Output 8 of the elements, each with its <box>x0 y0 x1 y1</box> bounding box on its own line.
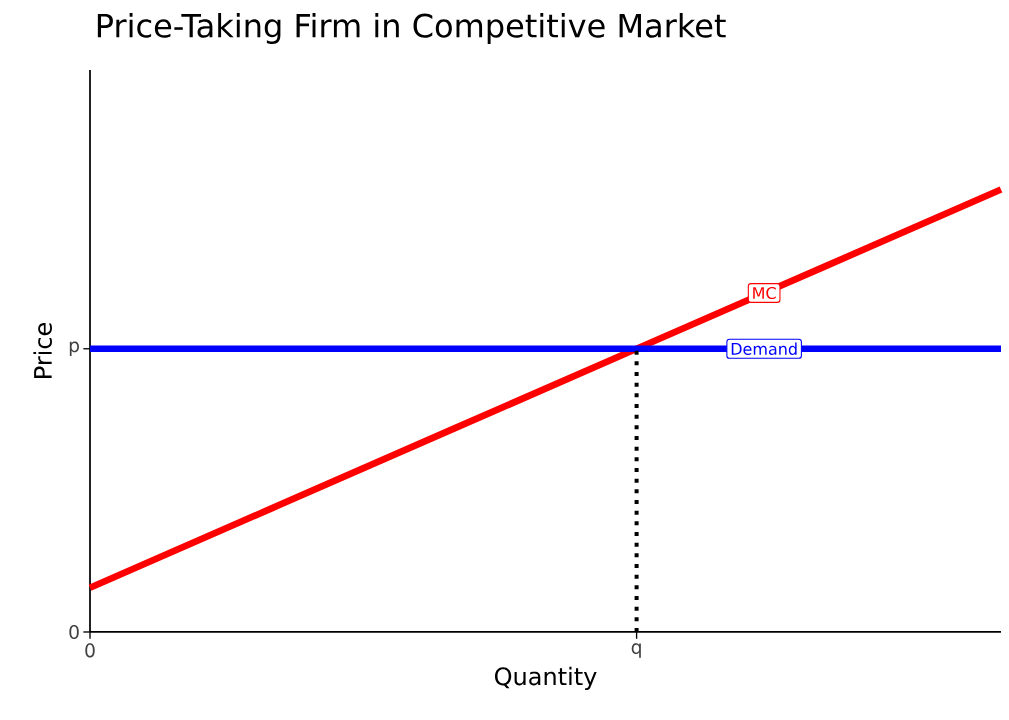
chart-title: Price-Taking Firm in Competitive Market <box>97 12 726 44</box>
annotation: p <box>69 341 79 356</box>
x-axis-title: Quantity <box>494 666 597 691</box>
legend-label: Demand <box>731 342 797 355</box>
y-axis-title: Price <box>33 322 52 378</box>
legend-label: MC <box>753 286 776 300</box>
text: 0 <box>69 624 79 640</box>
x-tick-label: q <box>631 643 641 658</box>
